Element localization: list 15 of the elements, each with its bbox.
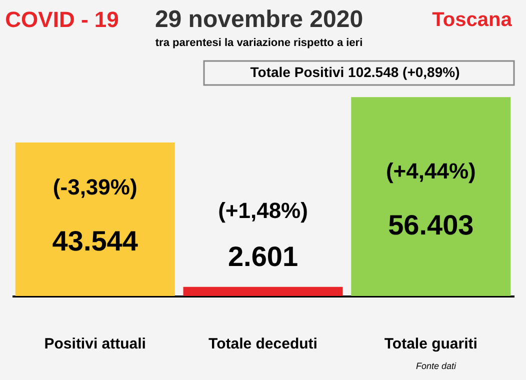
annotation: (+4,44%) [386,158,476,184]
text: COVID - 19 [5,7,119,32]
data-label: 43.544 [52,225,138,256]
source-note: Fonte dati [416,361,457,371]
x-tick-label: Positivi attuali [44,336,146,352]
x-tick-label: Totale deceduti [208,336,318,352]
annotation: (-3,39%) [52,174,138,200]
data-label: 2.601 [228,240,298,272]
x-tick-label: Totale guariti [384,336,478,352]
text: Toscana [432,9,513,31]
text: Totale Positivi 102.548 (+0,89%) [250,64,460,80]
chart-subtitle: tra parentesi la variazione rispetto a ieri [155,37,363,49]
annotation: (+1,48%) [218,198,308,223]
chart-title: 29 novembre 2020 [154,6,364,33]
data-label: 56.403 [388,209,474,240]
